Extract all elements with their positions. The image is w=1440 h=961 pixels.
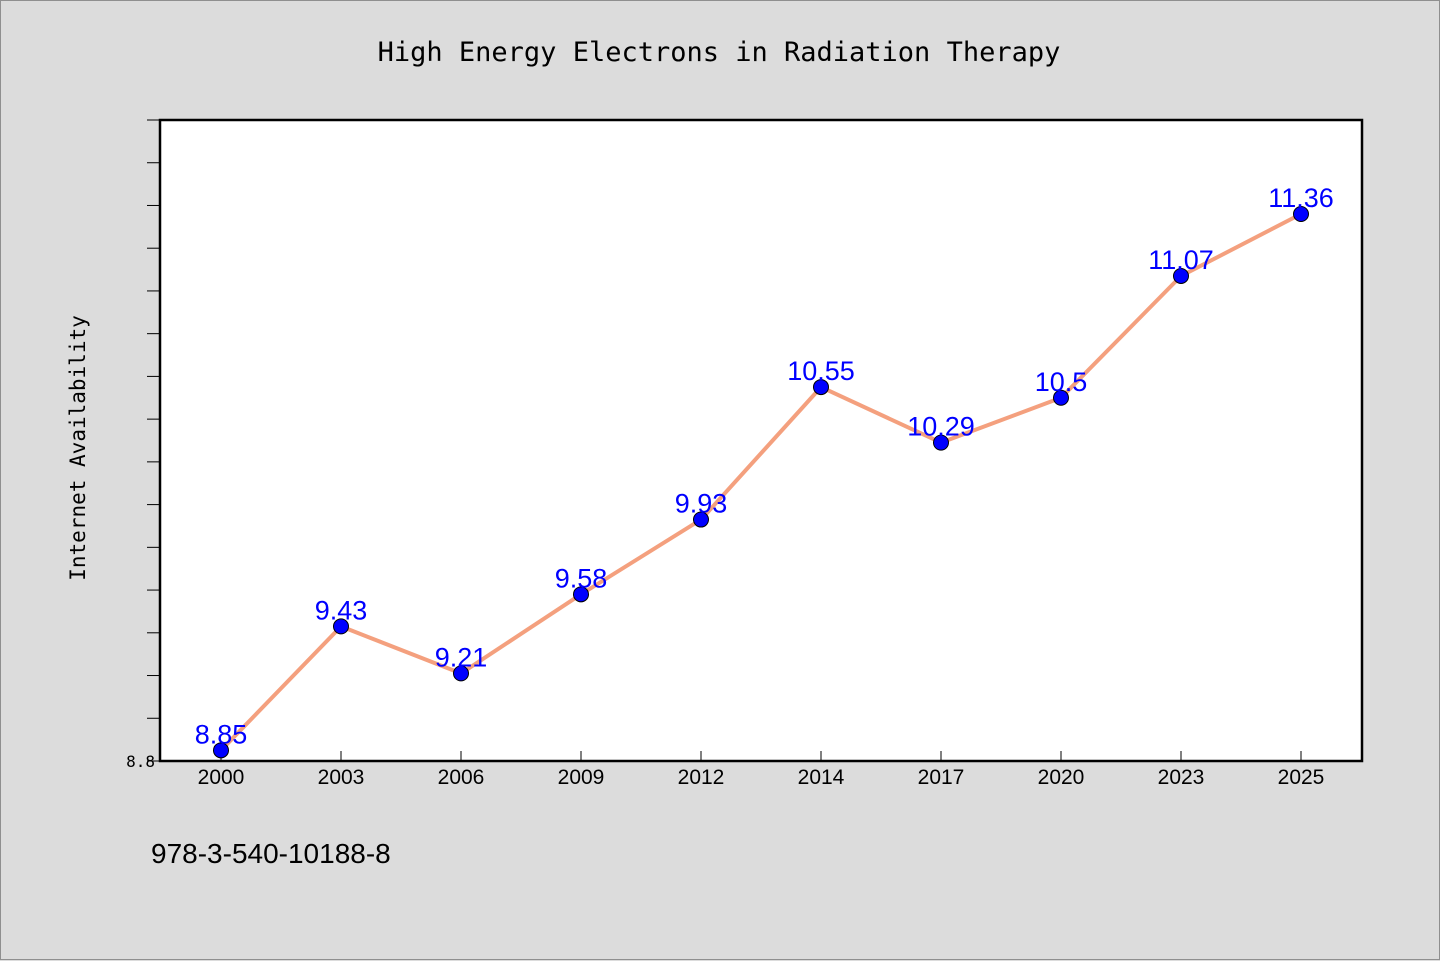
- data-point: [693, 511, 709, 528]
- data-label: 8.85: [195, 719, 248, 749]
- data-label: 9.58: [555, 563, 608, 593]
- x-tick-label: 2000: [198, 766, 245, 789]
- chart-title: High Energy Electrons in Radiation Thera…: [378, 37, 1061, 68]
- x-tick-label: 2012: [678, 766, 725, 789]
- data-label: 11.07: [1148, 245, 1214, 275]
- data-label: 9.93: [675, 489, 728, 519]
- data-point: [453, 665, 469, 682]
- series-line-group: [219, 212, 1303, 753]
- data-point: [1053, 389, 1069, 406]
- x-tick-label: 2023: [1158, 766, 1205, 789]
- data-point: [573, 586, 589, 603]
- x-tick-label: 2025: [1278, 766, 1325, 789]
- x-tick-label: 2014: [798, 766, 845, 789]
- data-label: 10.5: [1035, 367, 1088, 397]
- data-label: 10.29: [907, 412, 975, 442]
- data-point: [933, 434, 949, 451]
- data-point: [1293, 206, 1309, 223]
- data-point: [213, 742, 229, 759]
- data-labels: 8.85 9.43 9.21 9.58 9.93 10.55 10.29 10.5 11.07 1…: [195, 183, 1334, 749]
- x-tick-label: 2020: [1038, 766, 1085, 789]
- x-axis-ticks: 2000 2003 2006 2009 2012 2014 2017 2020 2023 2025: [198, 751, 1325, 789]
- x-tick-label: 2017: [918, 766, 965, 789]
- data-point: [1173, 267, 1189, 284]
- x-tick-label: 2006: [438, 766, 485, 789]
- data-point: [813, 379, 829, 396]
- data-label: 10.55: [787, 356, 855, 386]
- data-label: 9.43: [315, 595, 368, 625]
- data-label: 9.21: [435, 642, 488, 672]
- footer-isbn: 978-3-540-10188-8: [151, 838, 391, 869]
- data-label: 11.36: [1268, 183, 1334, 213]
- x-tick-label: 2009: [558, 766, 605, 789]
- data-point: [333, 618, 349, 635]
- y-axis-ticks: 8.8: [126, 119, 160, 771]
- data-markers: [213, 206, 1309, 759]
- y-axis-label: Internet Availability: [66, 315, 90, 581]
- x-tick-label: 2003: [318, 766, 365, 789]
- plot-area: [158, 118, 1364, 763]
- y-tick-label: 8.8: [126, 752, 155, 771]
- series-line: [219, 212, 1303, 753]
